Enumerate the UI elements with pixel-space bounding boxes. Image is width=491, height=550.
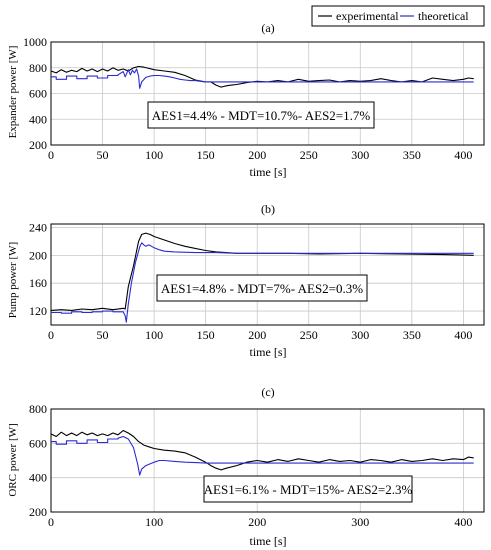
panel-a-ytick-1000: 1000: [23, 35, 47, 49]
panel-a-ytick-600: 600: [29, 87, 47, 101]
panel-b-xtick-0: 0: [48, 328, 54, 342]
panel-a-xtick-150: 150: [197, 148, 215, 162]
panel-b-ylabel: Pump power [W]: [7, 242, 19, 318]
panel-b-xtick-400: 400: [454, 328, 472, 342]
legend: experimental theoretical: [311, 5, 485, 27]
panel-b-xtick-350: 350: [403, 328, 421, 342]
panel-c-xtick-300: 300: [351, 515, 369, 529]
panel-c: (c) ORC power [W] time [s] 200 400 600 800 0…: [7, 385, 485, 548]
legend-label-theoretical: theoretical: [418, 9, 469, 23]
panel-a-annotation-box: AES1=4.4% - MDT=10.7%- AES2=1.7%: [147, 101, 375, 129]
panel-b-series-theoretical: [51, 242, 474, 323]
panel-a-annotation: AES1=4.4% - MDT=10.7%- AES2=1.7%: [152, 108, 371, 123]
panel-a-xtick-50: 50: [97, 148, 109, 162]
panel-b-frame: [50, 223, 485, 326]
panel-b-xtick-150: 150: [197, 328, 215, 342]
panel-a-ytick-800: 800: [29, 61, 47, 75]
panel-c-title: (c): [261, 385, 274, 399]
panel-c-ytick-400: 400: [29, 471, 47, 485]
panel-c-series-theoretical: [51, 435, 474, 476]
panel-b-xtick-100: 100: [145, 328, 163, 342]
panel-b-xtick-300: 300: [351, 328, 369, 342]
panel-a-title: (a): [261, 21, 274, 35]
panel-c-frame: [50, 408, 485, 513]
panel-c-annotation-box: AES1=6.1% - MDT=15%- AES2=2.3%: [203, 475, 413, 503]
panel-c-ytick-800: 800: [29, 402, 47, 416]
panel-c-xtick-400: 400: [454, 515, 472, 529]
panel-a-xtick-0: 0: [48, 148, 54, 162]
legend-label-experimental: experimental: [336, 9, 399, 23]
panel-a-xtick-250: 250: [300, 148, 318, 162]
panel-a-xtick-300: 300: [351, 148, 369, 162]
panel-a-xtick-100: 100: [145, 148, 163, 162]
panel-b-ytick-120: 120: [29, 304, 47, 318]
panel-a-xtick-350: 350: [403, 148, 421, 162]
panel-a-series-theoretical: [51, 68, 474, 89]
panel-b-xtick-50: 50: [97, 328, 109, 342]
panel-c-ylabel: ORC power [W]: [7, 423, 19, 496]
panel-c-ytick-600: 600: [29, 436, 47, 450]
panel-a-xtick-200: 200: [248, 148, 266, 162]
panel-a: (a) Expander power [W] time [s] 200 400 60…: [7, 21, 485, 179]
panel-c-xtick-100: 100: [145, 515, 163, 529]
panel-c-xtick-200: 200: [248, 515, 266, 529]
panel-c-xtick-0: 0: [48, 515, 54, 529]
panel-a-series-experimental: [50, 65, 474, 88]
panel-b-title: (b): [261, 202, 275, 216]
panel-c-annotation: AES1=6.1% - MDT=15%- AES2=2.3%: [204, 482, 413, 497]
panel-b-xtick-200: 200: [248, 328, 266, 342]
panel-b-ytick-240: 240: [29, 220, 47, 234]
panel-b-xlabel: time [s]: [250, 345, 287, 359]
panel-c-ytick-200: 200: [29, 505, 47, 519]
panel-b: (b) Pump power [W] time [s] 120 160 200 240…: [7, 202, 485, 359]
panel-a-ylabel: Expander power [W]: [7, 46, 19, 139]
panel-a-ytick-400: 400: [29, 112, 47, 126]
panel-b-annotation: AES1=4.8% - MDT=7%- AES2=0.3%: [161, 281, 363, 296]
panel-a-frame: [50, 41, 485, 146]
panel-c-series-experimental: [50, 429, 474, 471]
panel-b-ytick-160: 160: [29, 276, 47, 290]
panel-b-xtick-250: 250: [300, 328, 318, 342]
panel-a-xlabel: time [s]: [250, 165, 287, 179]
panel-a-xtick-400: 400: [454, 148, 472, 162]
panel-b-ytick-200: 200: [29, 248, 47, 262]
panel-b-annotation-box: AES1=4.8% - MDT=7%- AES2=0.3%: [156, 274, 368, 302]
panel-c-xlabel: time [s]: [250, 534, 287, 548]
panel-a-ytick-200: 200: [29, 138, 47, 152]
